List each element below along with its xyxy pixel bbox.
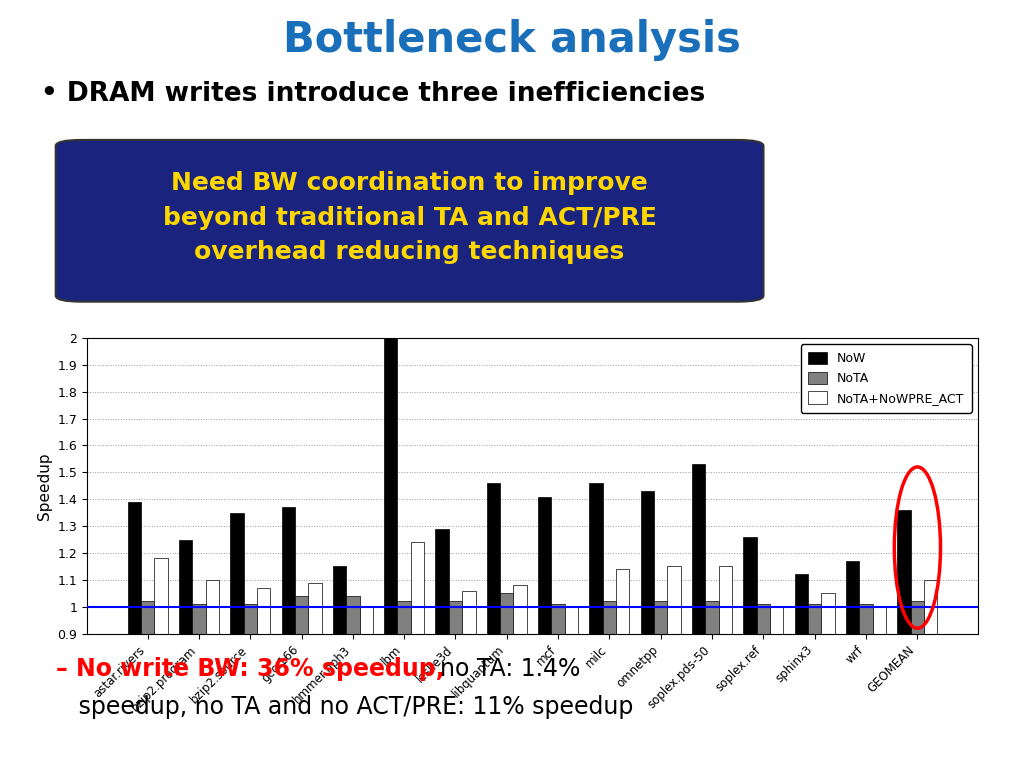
- Bar: [411, 542, 424, 768]
- Text: speedup, no TA and no ACT/PRE: 11% speedup: speedup, no TA and no ACT/PRE: 11% speed…: [56, 695, 634, 719]
- Bar: [910, 601, 924, 768]
- Bar: [757, 604, 770, 768]
- Bar: [641, 492, 654, 768]
- Bar: [500, 593, 513, 768]
- Bar: [616, 569, 630, 768]
- Bar: [128, 502, 141, 768]
- Bar: [346, 596, 359, 768]
- Text: no TA: 1.4%: no TA: 1.4%: [440, 657, 581, 680]
- Bar: [539, 496, 552, 768]
- Y-axis label: Speedup: Speedup: [37, 452, 52, 520]
- Legend: NoW, NoTA, NoTA+NoWPRE_ACT: NoW, NoTA, NoTA+NoWPRE_ACT: [801, 344, 972, 412]
- Bar: [808, 604, 821, 768]
- Bar: [603, 601, 616, 768]
- Bar: [821, 593, 835, 768]
- Text: Need BW coordination to improve
beyond traditional TA and ACT/PRE
overhead reduc: Need BW coordination to improve beyond t…: [163, 171, 656, 264]
- Bar: [193, 604, 206, 768]
- Bar: [359, 607, 373, 768]
- Text: • DRAM writes introduce three inefficiencies: • DRAM writes introduce three inefficien…: [41, 81, 706, 107]
- Bar: [719, 567, 732, 768]
- Bar: [872, 607, 886, 768]
- Text: – No write BW: 36% speedup,: – No write BW: 36% speedup,: [56, 657, 445, 680]
- Bar: [859, 604, 872, 768]
- Bar: [654, 601, 668, 768]
- Bar: [486, 483, 500, 768]
- Bar: [179, 539, 193, 768]
- Bar: [257, 588, 270, 768]
- Bar: [384, 338, 397, 768]
- Bar: [590, 483, 603, 768]
- Bar: [924, 580, 937, 768]
- Bar: [743, 537, 757, 768]
- Bar: [668, 567, 681, 768]
- Bar: [846, 561, 859, 768]
- Bar: [282, 507, 295, 768]
- Bar: [230, 513, 244, 768]
- Bar: [308, 582, 322, 768]
- Bar: [435, 528, 449, 768]
- Bar: [449, 601, 462, 768]
- FancyBboxPatch shape: [55, 140, 764, 302]
- Bar: [706, 601, 719, 768]
- Bar: [155, 558, 168, 768]
- Bar: [244, 604, 257, 768]
- Bar: [770, 607, 783, 768]
- Bar: [552, 604, 565, 768]
- Bar: [141, 601, 155, 768]
- Bar: [462, 591, 475, 768]
- Bar: [692, 464, 706, 768]
- Bar: [206, 580, 219, 768]
- Bar: [295, 596, 308, 768]
- Bar: [565, 607, 579, 768]
- Bar: [397, 601, 411, 768]
- Bar: [795, 574, 808, 768]
- Text: Bottleneck analysis: Bottleneck analysis: [283, 19, 741, 61]
- Bar: [897, 510, 910, 768]
- Bar: [333, 567, 346, 768]
- Bar: [513, 585, 526, 768]
